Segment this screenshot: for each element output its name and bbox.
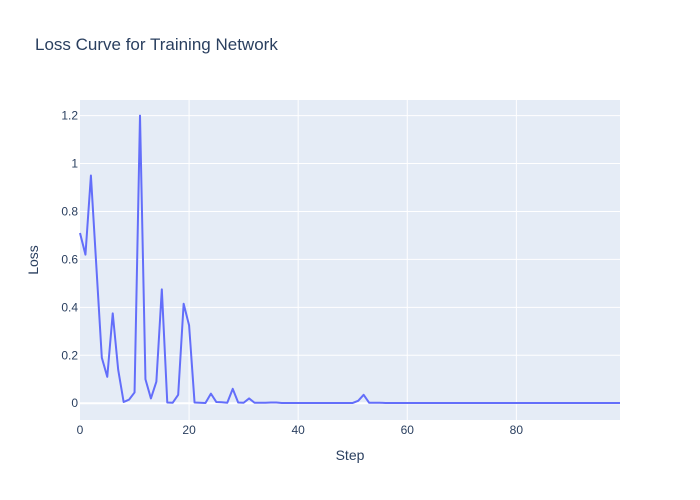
x-gridlines	[188, 100, 517, 420]
y-tick-label: 0.8	[61, 204, 78, 218]
y-tick-label: 1.2	[61, 109, 78, 123]
y-tick-label: 0	[71, 396, 78, 410]
x-axis-title: Step	[336, 447, 365, 463]
plot-background	[80, 100, 620, 420]
x-tick-label: 20	[182, 423, 196, 437]
x-tick-label: 60	[401, 423, 415, 437]
y-tick-labels: 0 0.2 0.4 0.6 0.8 1 1.2	[61, 109, 78, 411]
y-axis-title: Loss	[25, 245, 41, 275]
x-tick-labels: 0 20 40 60 80	[77, 423, 524, 437]
loss-series-line	[79, 114, 620, 404]
chart-title: Loss Curve for Training Network	[35, 35, 278, 54]
y-tick-label: 0.2	[61, 348, 78, 362]
x-tick-label: 40	[292, 423, 306, 437]
y-tick-label: 0.6	[61, 252, 78, 266]
x-tick-label: 80	[510, 423, 524, 437]
y-tick-label: 0.4	[61, 300, 78, 314]
x-tick-label: 0	[77, 423, 84, 437]
y-tick-label: 1	[71, 157, 78, 171]
